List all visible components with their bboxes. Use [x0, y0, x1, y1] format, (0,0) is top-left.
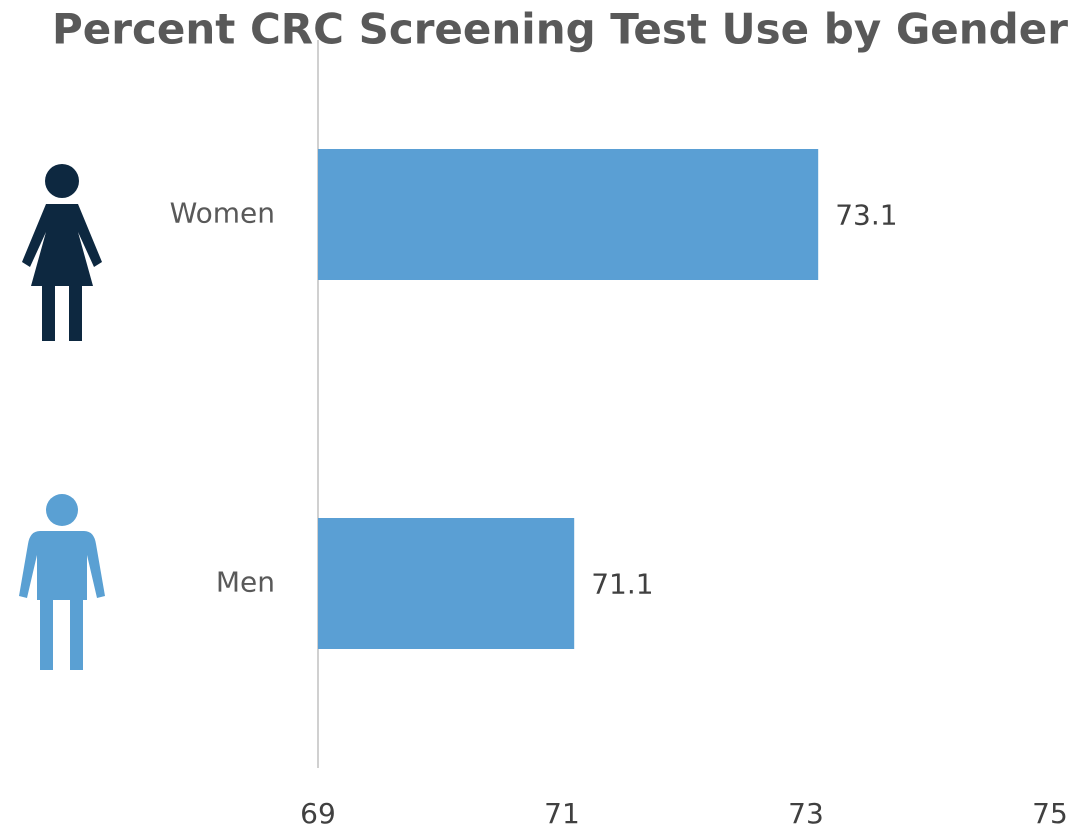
- data-label: 73.1: [835, 199, 897, 232]
- x-tick-label: 71: [544, 797, 580, 830]
- bar: [318, 149, 819, 280]
- y-tick-label: Women: [170, 197, 275, 230]
- men-icon: [19, 494, 105, 670]
- y-tick-label: Men: [216, 566, 275, 599]
- data-label: 71.1: [591, 568, 653, 601]
- chart-title: Percent CRC Screening Test Use by Gender: [52, 5, 1068, 54]
- x-tick-label: 73: [788, 797, 824, 830]
- bar: [318, 518, 575, 649]
- x-tick-label: 69: [300, 797, 336, 830]
- women-icon: [22, 164, 102, 341]
- x-tick-label: 75: [1032, 797, 1068, 830]
